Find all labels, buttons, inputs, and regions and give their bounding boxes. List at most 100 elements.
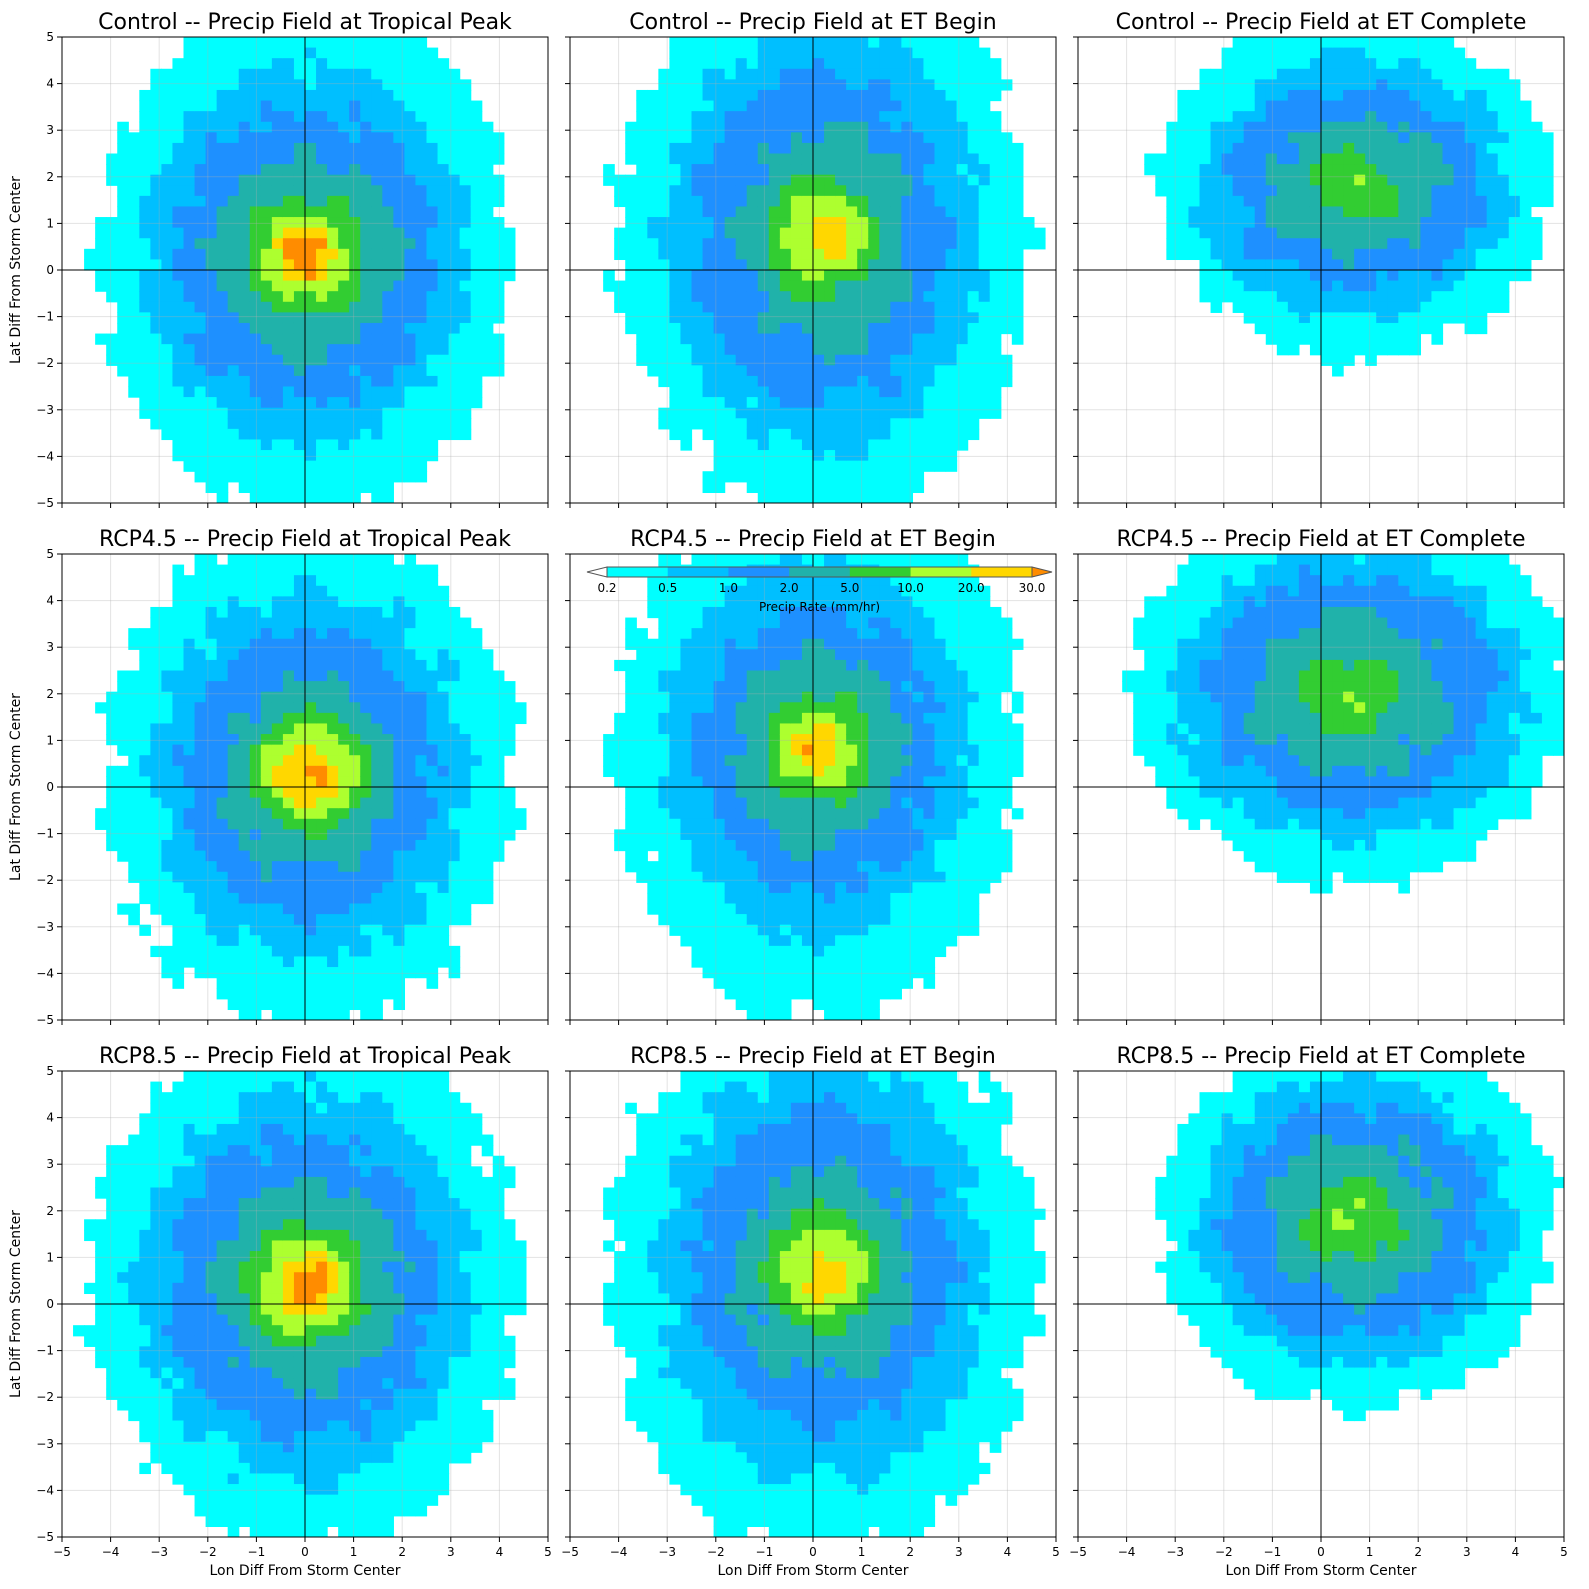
contour-cell	[1475, 227, 1488, 239]
contour-cell	[316, 702, 328, 714]
contour-cell	[978, 397, 991, 409]
contour-cell	[194, 227, 207, 239]
contour-cell	[757, 418, 770, 430]
contour-cell	[238, 79, 251, 91]
contour-cell	[426, 375, 439, 388]
contour-cell	[205, 153, 218, 165]
contour-cell	[790, 68, 803, 80]
contour-cell	[293, 386, 306, 398]
contour-cell	[293, 945, 306, 958]
contour-cell	[1464, 195, 1477, 208]
contour-cell	[271, 111, 284, 123]
contour-cell	[448, 270, 461, 282]
contour-cell	[117, 312, 129, 324]
contour-cell	[1332, 142, 1344, 155]
contour-cell	[757, 79, 770, 91]
contour-cell	[194, 638, 207, 650]
contour-cell	[824, 312, 836, 324]
contour-cell	[338, 554, 350, 566]
contour-cell	[183, 174, 196, 186]
contour-cell	[316, 564, 328, 576]
contour-cell	[459, 375, 472, 388]
contour-cell	[305, 839, 317, 852]
contour-cell	[945, 100, 958, 112]
contour-cell	[150, 839, 163, 852]
contour-cell	[790, 397, 803, 409]
contour-cell	[1497, 164, 1510, 176]
contour-cell	[956, 386, 969, 398]
contour-cell	[1398, 333, 1410, 345]
contour-cell	[161, 217, 174, 229]
contour-cell	[327, 681, 339, 693]
contour-cell	[912, 397, 925, 409]
contour-cell	[801, 111, 814, 123]
contour-cell	[713, 365, 726, 377]
contour-cell	[967, 89, 980, 102]
contour-cell	[1453, 280, 1466, 292]
contour-cell	[923, 248, 936, 261]
contour-cell	[857, 153, 869, 165]
contour-cell	[1166, 142, 1179, 155]
contour-cell	[316, 638, 328, 650]
contour-cell	[316, 967, 328, 979]
contour-cell	[691, 291, 704, 303]
contour-cell	[746, 206, 759, 218]
contour-cell	[1497, 111, 1510, 123]
contour-cell	[371, 481, 383, 494]
contour-cell	[150, 691, 163, 703]
contour-cell	[139, 121, 151, 133]
contour-cell	[260, 386, 273, 398]
contour-cell	[316, 914, 328, 926]
contour-cell	[813, 37, 825, 49]
contour-cell	[713, 195, 726, 208]
contour-cell	[415, 259, 428, 271]
contour-cell	[293, 227, 306, 239]
contour-cell	[857, 291, 869, 303]
contour-cell	[393, 333, 406, 345]
contour-cell	[282, 132, 295, 144]
contour-cell	[128, 132, 140, 144]
contour-cell	[724, 322, 737, 335]
contour-cell	[1265, 68, 1278, 80]
contour-cell	[923, 195, 936, 208]
contour-cell	[1276, 37, 1289, 49]
contour-cell	[305, 386, 317, 398]
contour-cell	[282, 142, 295, 155]
contour-cell	[1464, 79, 1477, 91]
contour-cell	[183, 702, 196, 714]
contour-cell	[305, 344, 317, 356]
contour-cell	[227, 206, 240, 218]
contour-cell	[470, 153, 483, 165]
contour-cell	[205, 702, 218, 714]
contour-cell	[382, 174, 394, 186]
contour-cell	[238, 702, 251, 714]
contour-cell	[271, 945, 284, 958]
contour-cell	[1221, 291, 1234, 303]
contour-cell	[779, 164, 792, 176]
contour-cell	[1232, 195, 1245, 208]
contour-cell	[95, 333, 107, 345]
contour-cell	[691, 132, 704, 144]
contour-cell	[194, 365, 207, 377]
contour-cell	[393, 861, 406, 873]
contour-cell	[293, 37, 306, 49]
contour-cell	[183, 301, 196, 313]
contour-cell	[1309, 259, 1322, 271]
contour-cell	[360, 787, 372, 799]
contour-cell	[1442, 47, 1455, 59]
contour-cell	[658, 132, 671, 144]
contour-cell	[1166, 174, 1179, 186]
contour-cell	[1497, 195, 1510, 208]
contour-cell	[879, 450, 891, 462]
contour-cell	[271, 734, 284, 746]
contour-cell	[1464, 58, 1477, 70]
contour-cell	[1287, 312, 1300, 324]
contour-cell	[338, 481, 350, 494]
contour-cell	[978, 68, 991, 80]
contour-cell	[393, 956, 406, 968]
contour-cell	[305, 649, 317, 661]
contour-cell	[1287, 111, 1300, 123]
contour-cell	[271, 248, 284, 261]
contour-cell	[680, 375, 693, 388]
contour-cell	[934, 121, 947, 133]
